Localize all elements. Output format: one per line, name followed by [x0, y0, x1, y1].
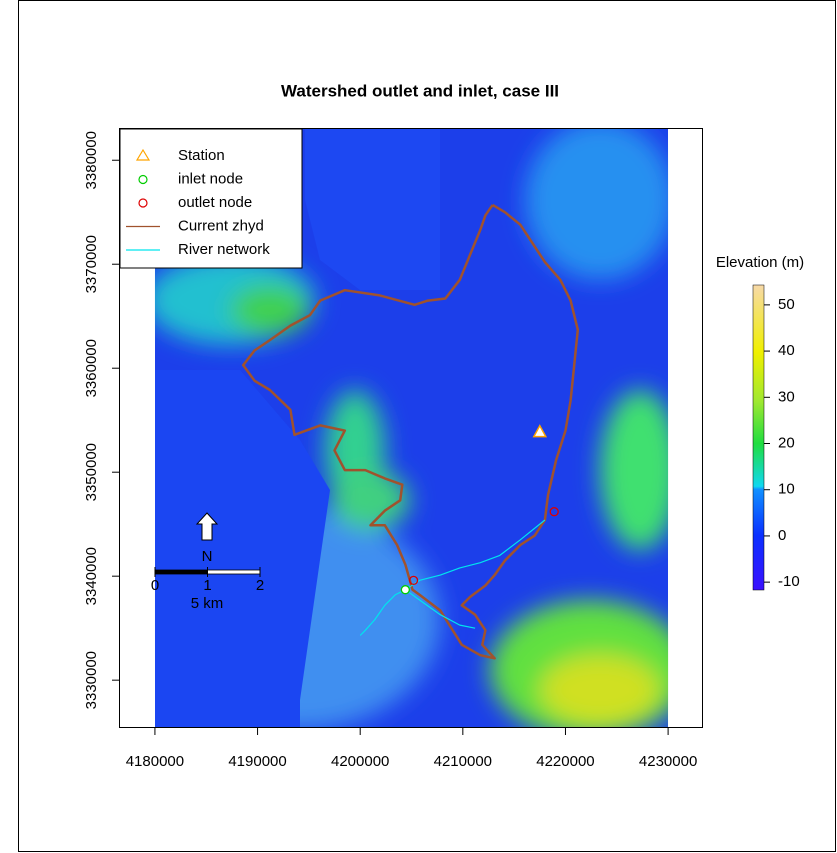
y-tick-label: 3330000	[83, 651, 100, 709]
y-tick-label: 3360000	[83, 339, 100, 397]
colorbar-tick-label: 0	[778, 527, 786, 544]
legend-label: inlet node	[178, 170, 243, 187]
colorbar-tick-label: 30	[778, 388, 795, 405]
colorbar	[753, 285, 764, 590]
colorbar-tick-label: -10	[778, 573, 800, 590]
x-tick-label: 4200000	[331, 753, 389, 770]
scalebar-label: 5 km	[191, 595, 224, 612]
chart-title: Watershed outlet and inlet, case III	[281, 81, 559, 100]
colorbar-tick-label: 40	[778, 342, 795, 359]
y-tick-label: 3350000	[83, 443, 100, 501]
figure: Watershed outlet and inlet, case III Ele…	[0, 0, 837, 853]
colorbar-tick-label: 20	[778, 434, 795, 451]
node-marker	[401, 586, 409, 594]
legend-label: outlet node	[178, 194, 252, 211]
y-tick-label: 3370000	[83, 235, 100, 293]
scalebar-tick-label: 1	[203, 577, 211, 594]
legend-label: Station	[178, 147, 225, 164]
x-tick-label: 4220000	[536, 753, 594, 770]
legend-label: Current zhyd	[178, 217, 264, 234]
legend-label: River network	[178, 241, 270, 258]
scalebar-fill	[155, 570, 208, 574]
scalebar-tick-label: 2	[256, 577, 264, 594]
x-tick-label: 4180000	[126, 753, 184, 770]
x-tick-label: 4230000	[639, 753, 697, 770]
north-label: N	[202, 548, 213, 565]
x-tick-label: 4190000	[228, 753, 286, 770]
colorbar-tick-label: 50	[778, 296, 795, 313]
colorbar-title: Elevation (m)	[716, 254, 804, 271]
colorbar-tick-label: 10	[778, 481, 795, 498]
scalebar-tick-label: 0	[151, 577, 159, 594]
y-tick-label: 3380000	[83, 131, 100, 189]
x-tick-label: 4210000	[434, 753, 492, 770]
y-tick-label: 3340000	[83, 547, 100, 605]
